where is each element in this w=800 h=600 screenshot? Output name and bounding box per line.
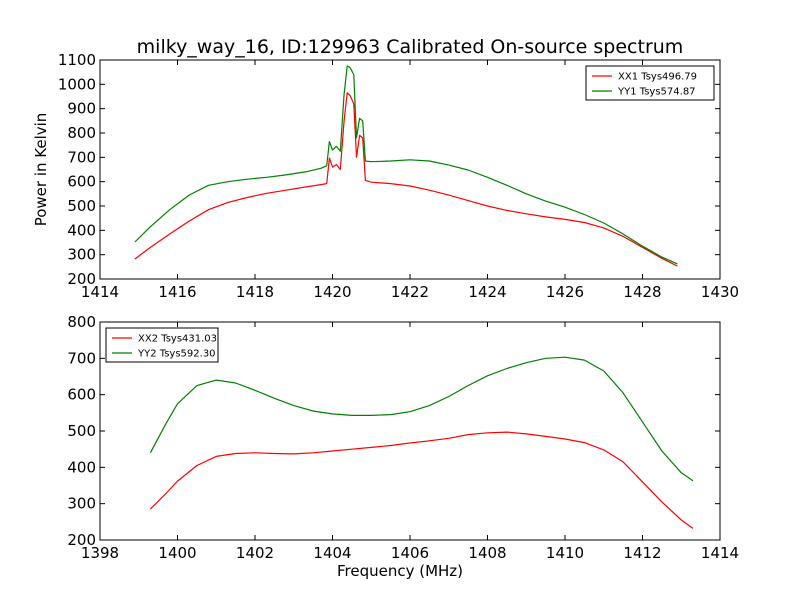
y-tick-label: 400 — [67, 458, 96, 476]
y-tick-label: 900 — [67, 100, 96, 118]
y-tick-label: 500 — [67, 197, 96, 215]
x-tick-label: 1428 — [623, 283, 661, 301]
y-axis-label: Power in Kelvin — [32, 113, 50, 227]
x-tick-label: 1426 — [546, 283, 584, 301]
x-tick-label: 1404 — [313, 544, 351, 562]
y-tick-label: 700 — [67, 148, 96, 166]
x-tick-label: 1424 — [468, 283, 506, 301]
x-axis-label: Frequency (MHz) — [337, 562, 463, 580]
y-tick-label: 800 — [67, 124, 96, 142]
series-line-xx1 — [134, 92, 678, 267]
x-tick-label: 1420 — [313, 283, 351, 301]
x-tick-label: 1414 — [701, 544, 739, 562]
y-tick-label: 700 — [67, 349, 96, 367]
x-tick-label: 1410 — [546, 544, 584, 562]
legend-box — [585, 65, 715, 101]
x-tick-label: 1412 — [623, 544, 661, 562]
y-tick-label: 500 — [67, 422, 96, 440]
x-tick-label: 1402 — [236, 544, 274, 562]
series-line-xx2 — [149, 431, 694, 529]
legend-label: YY2 Tsys592.30 — [137, 349, 216, 360]
x-tick-label: 1416 — [158, 283, 196, 301]
legend: XX1 Tsys496.79 YY1 Tsys574.87 — [585, 65, 715, 101]
x-tick-label: 1414 — [81, 283, 119, 301]
legend-label: XX1 Tsys496.79 — [618, 72, 697, 83]
series-line-yy2 — [149, 356, 694, 482]
bottom-panel: 1398 1400 1402 1404 1406 1408 1410 1412 1414 200 3… — [67, 313, 739, 580]
legend-label: YY1 Tsys574.87 — [617, 87, 696, 98]
y-tick-label: 400 — [67, 221, 96, 239]
x-tick-label: 1430 — [701, 283, 739, 301]
top-panel: 1414 1416 1418 1420 1422 1424 1426 1428 1430 200 3… — [32, 51, 739, 301]
legend: XX2 Tsys431.03 YY2 Tsys592.30 — [105, 327, 219, 363]
y-tick-label: 600 — [67, 173, 96, 191]
y-tick-label: 200 — [67, 270, 96, 288]
x-tick-label: 1408 — [468, 544, 506, 562]
y-tick-label: 300 — [67, 246, 96, 264]
y-tick-label: 800 — [67, 313, 96, 331]
y-tick-label: 1100 — [58, 51, 96, 69]
x-tick-label: 1400 — [158, 544, 196, 562]
x-tick-label: 1406 — [391, 544, 429, 562]
y-tick-label: 600 — [67, 386, 96, 404]
x-tick-label: 1398 — [81, 544, 119, 562]
y-tick-label: 200 — [67, 531, 96, 549]
series-line-yy1 — [134, 65, 678, 265]
x-tick-label: 1422 — [391, 283, 429, 301]
y-tick-label: 300 — [67, 495, 96, 513]
chart-title: milky_way_16, ID:129963 Calibrated On-so… — [137, 36, 684, 58]
y-tick-label: 1000 — [58, 75, 96, 93]
legend-label: XX2 Tsys431.03 — [138, 334, 217, 345]
x-tick-label: 1418 — [236, 283, 274, 301]
legend-box — [105, 327, 219, 363]
